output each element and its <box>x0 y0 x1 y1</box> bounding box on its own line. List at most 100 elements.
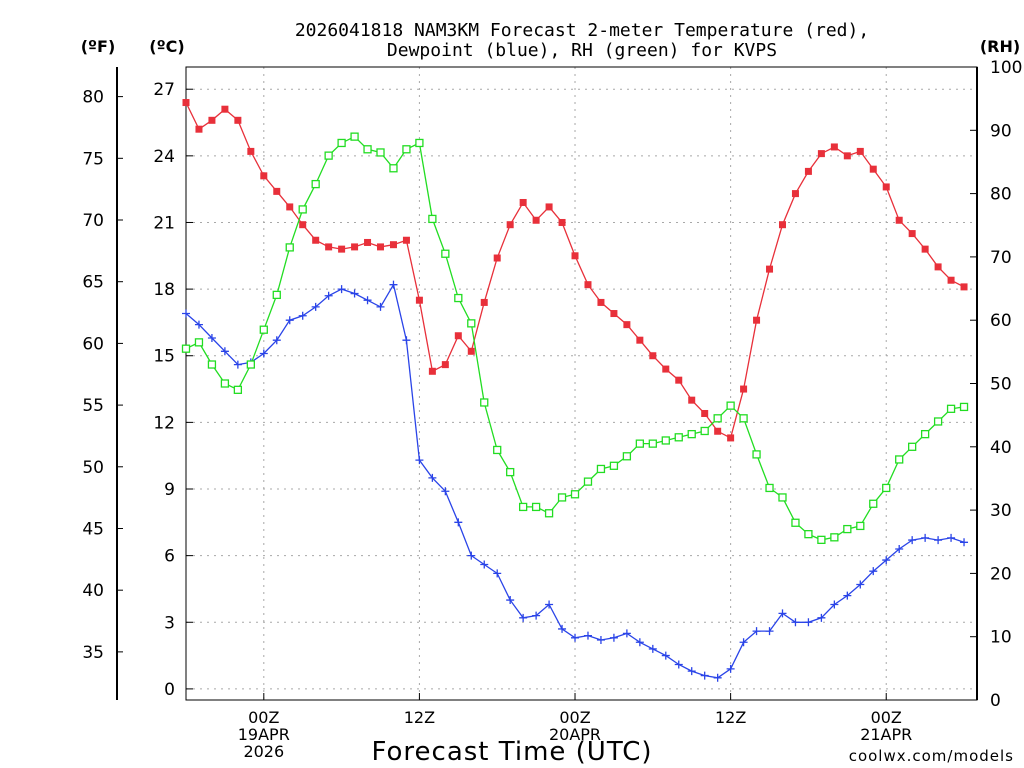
2-meter-temperature-point <box>843 152 851 160</box>
relative-humidity-point <box>311 179 320 189</box>
plot-frame <box>185 66 978 701</box>
relative-humidity-point <box>272 290 281 300</box>
rh-tick-label: 70 <box>990 248 1012 268</box>
relative-humidity-point <box>933 417 943 426</box>
data-series <box>181 99 969 682</box>
2-meter-temperature-point <box>791 190 799 198</box>
2-meter-temperature-point <box>221 105 229 113</box>
2-meter-dewpoint-point <box>804 618 813 627</box>
relative-humidity-point <box>661 436 670 445</box>
relative-humidity-point <box>441 249 450 258</box>
celsius-tick-label: 0 <box>164 680 175 700</box>
celsius-tick-label: 9 <box>164 480 175 500</box>
relative-humidity-point <box>518 502 528 512</box>
rh-tick-label: 90 <box>990 121 1012 141</box>
2-meter-temperature-point <box>817 150 825 158</box>
relative-humidity-point <box>298 205 307 214</box>
2-meter-temperature-point <box>415 296 423 304</box>
2-meter-temperature-point <box>182 99 190 107</box>
x-tick-label: 00Z <box>248 708 279 727</box>
2-meter-temperature-point <box>571 252 579 260</box>
relative-humidity-point <box>246 360 255 369</box>
celsius-tick-label: 6 <box>164 547 175 567</box>
2-meter-dewpoint-point <box>947 533 956 542</box>
rh-tick-label: 30 <box>990 501 1012 521</box>
relative-humidity-point <box>596 464 606 474</box>
2-meter-dewpoint-point <box>428 473 437 482</box>
relative-humidity-point <box>207 360 217 369</box>
chart-title-line-2: Dewpoint (blue), RH (green) for KVPS <box>387 40 777 61</box>
2-meter-dewpoint-point <box>934 536 943 545</box>
2-meter-temperature-point <box>351 243 359 251</box>
relative-humidity-point <box>544 509 554 518</box>
relative-humidity-line <box>185 135 965 541</box>
fahrenheit-axis-label: (ºF) <box>81 37 116 56</box>
2-meter-temperature-point <box>804 167 812 175</box>
relative-humidity-point <box>506 467 515 477</box>
2-meter-temperature-point <box>947 276 955 284</box>
2-meter-temperature-point <box>493 254 501 262</box>
relative-humidity-point <box>181 344 191 353</box>
rh-tick-label: 80 <box>990 185 1012 205</box>
relative-humidity-point <box>648 439 657 448</box>
x-tick-label: 00Z <box>559 708 590 727</box>
relative-humidity-point <box>830 533 839 542</box>
2-meter-temperature-point <box>649 352 657 360</box>
2-meter-dewpoint-point <box>739 638 748 647</box>
relative-humidity-point <box>285 243 294 252</box>
relative-humidity-point <box>920 429 930 439</box>
relative-humidity-point <box>817 535 826 545</box>
2-meter-temperature-point <box>688 396 696 404</box>
celsius-tick-label: 27 <box>153 80 175 100</box>
relative-humidity-point <box>908 442 917 451</box>
2-meter-temperature-point <box>506 221 514 229</box>
x-tick-label: 20APR <box>549 725 601 744</box>
fahrenheit-tick-label: 50 <box>82 458 104 478</box>
relative-humidity-point <box>778 493 787 502</box>
2-meter-dewpoint-point <box>609 633 618 642</box>
2-meter-dewpoint-point <box>674 660 683 669</box>
2-meter-temperature-point <box>234 116 242 124</box>
2-meter-dewpoint-point <box>648 644 657 653</box>
2-meter-temperature-point <box>441 361 449 369</box>
x-tick-label: 00Z <box>871 708 902 727</box>
2-meter-dewpoint-point <box>376 302 385 311</box>
relative-humidity-point <box>713 414 722 423</box>
relative-humidity-point <box>493 445 502 455</box>
2-meter-temperature-point <box>778 221 786 229</box>
2-meter-temperature-point <box>195 125 203 133</box>
2-meter-dewpoint-point <box>908 536 917 545</box>
2-meter-temperature-point <box>701 409 709 417</box>
axis-ticks-and-labels: 0 3 6 9 12 15 18 21 24 27 35 40 45 50 55 60 65 70 75 80 0 10 2… <box>82 58 1022 761</box>
2-meter-temperature-point <box>467 347 475 355</box>
2-meter-dewpoint-point <box>856 580 865 589</box>
rh-tick-label: 0 <box>990 691 1001 711</box>
relative-humidity-point <box>428 214 437 224</box>
relative-humidity-point <box>259 325 268 334</box>
celsius-tick-label: 12 <box>153 413 175 433</box>
2-meter-temperature-point <box>610 310 618 318</box>
2-meter-dewpoint-point <box>324 291 333 300</box>
2-meter-dewpoint-point <box>220 347 229 356</box>
2-meter-temperature-point <box>714 427 722 435</box>
fahrenheit-tick-label: 75 <box>82 149 104 169</box>
rh-tick-label: 60 <box>990 311 1012 331</box>
2-meter-dewpoint-point <box>752 627 761 636</box>
2-meter-dewpoint-point <box>194 320 203 329</box>
2-meter-dewpoint-point <box>713 673 722 682</box>
2-meter-dewpoint-point <box>960 538 969 547</box>
relative-humidity-point <box>674 433 683 442</box>
2-meter-dewpoint-point <box>337 285 346 294</box>
2-meter-dewpoint-point <box>687 667 696 676</box>
2-meter-dewpoint-point <box>558 624 567 633</box>
2-meter-temperature-point <box>960 283 968 291</box>
2-meter-temperature-point <box>623 321 631 329</box>
2-meter-temperature-point <box>519 198 527 206</box>
fahrenheit-tick-label: 60 <box>82 334 104 354</box>
2-meter-temperature-point <box>662 365 670 373</box>
relative-humidity-point <box>376 148 385 157</box>
relative-humidity-point <box>324 151 333 160</box>
2-meter-dewpoint-point <box>635 638 644 647</box>
2-meter-temperature-point <box>740 385 748 393</box>
2-meter-dewpoint-point <box>545 600 554 609</box>
